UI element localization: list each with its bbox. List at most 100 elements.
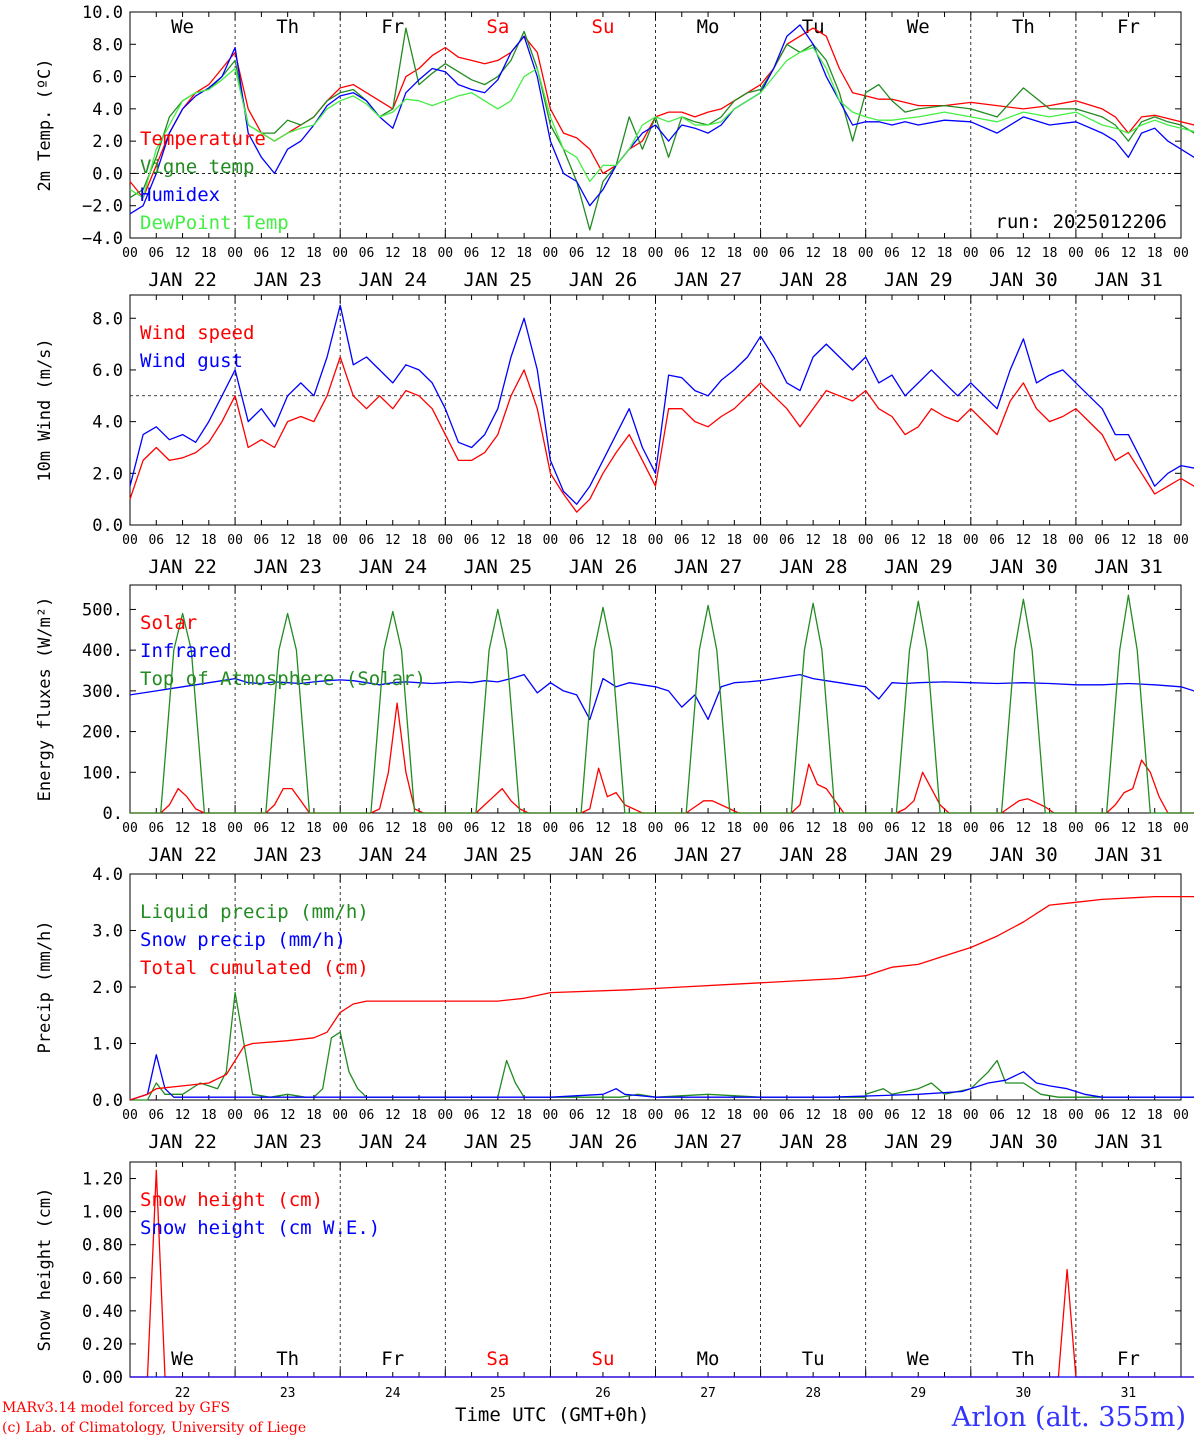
x-hour-label: 18: [621, 821, 637, 836]
x-date-label: JAN 26: [569, 556, 638, 578]
x-hour-label: 06: [779, 1108, 795, 1123]
x-hour-label: 06: [148, 1108, 164, 1123]
panel-wind: 0.0 2.0 4.0 6.0 8.0 10m Wind (m/s) 00 06 12 18 00 0…: [35, 294, 1194, 578]
x-hour-label: 12: [175, 246, 191, 261]
y-tick-label: 0.00: [82, 1368, 123, 1388]
series-line-wind-speed: [129, 356, 1194, 513]
y-tick-label: 6.0: [92, 68, 123, 88]
legend-entry: Wind gust: [140, 350, 243, 372]
y-tick-label: 300.: [82, 682, 123, 702]
x-date-label: JAN 22: [148, 844, 217, 866]
x-hour-label: 00: [332, 1108, 348, 1123]
run-annotation: run: 2025012206: [995, 211, 1167, 233]
x-hour-label: 00: [122, 821, 138, 836]
x-day-number: 26: [595, 1386, 611, 1401]
x-hour-label: 00: [753, 821, 769, 836]
x-hour-label: 12: [595, 246, 611, 261]
x-date-label: JAN 31: [1094, 844, 1163, 866]
legend-entry: Snow precip (mm/h): [140, 929, 346, 951]
y-tick-label: 2.0: [92, 132, 123, 152]
y-tick-label: 0.40: [82, 1302, 123, 1322]
x-hour-label: 12: [805, 1108, 821, 1123]
x-day-number: 22: [175, 1386, 191, 1401]
x-hour-label: 12: [490, 533, 506, 548]
weekday-label: Th: [1012, 16, 1035, 38]
x-hour-label: 12: [490, 246, 506, 261]
x-hour-label: 12: [1016, 533, 1032, 548]
x-hour-label: 18: [1042, 1108, 1058, 1123]
legend-entry: Solar: [140, 612, 197, 634]
x-hour-label: 18: [516, 246, 532, 261]
x-hour-label: 18: [726, 246, 742, 261]
y-tick-label: 1.00: [82, 1203, 123, 1223]
x-date-label: JAN 27: [674, 269, 743, 291]
x-hour-label: 00: [1068, 533, 1084, 548]
x-hour-label: 18: [726, 1108, 742, 1123]
x-hour-label: 06: [989, 821, 1005, 836]
x-hour-label: 12: [595, 1108, 611, 1123]
x-hour-label: 18: [832, 246, 848, 261]
weekday-label: Su: [592, 1348, 615, 1370]
weekday-label: Mo: [697, 16, 720, 38]
x-hour-label: 06: [884, 821, 900, 836]
x-hour-label: 18: [201, 1108, 217, 1123]
x-date-label: JAN 30: [989, 844, 1058, 866]
y-tick-label: 0.60: [82, 1269, 123, 1289]
y-tick-label: −4.0: [82, 229, 123, 249]
x-hour-label: 00: [332, 533, 348, 548]
x-hour-label: 06: [464, 246, 480, 261]
x-hour-label: 06: [674, 533, 690, 548]
x-hour-label: 00: [753, 246, 769, 261]
x-hour-label: 00: [122, 246, 138, 261]
x-hour-label: 06: [674, 1108, 690, 1123]
x-hour-label: 18: [726, 821, 742, 836]
x-date-label: JAN 31: [1094, 269, 1163, 291]
x-date-label: JAN 28: [779, 269, 848, 291]
x-date-label: JAN 31: [1094, 1131, 1163, 1153]
x-date-label: JAN 27: [674, 556, 743, 578]
x-hour-label: 00: [437, 1108, 453, 1123]
x-hour-label: 12: [1016, 1108, 1032, 1123]
x-hour-label: 00: [753, 1108, 769, 1123]
weekday-label: Su: [592, 16, 615, 38]
y-tick-label: 0.20: [82, 1335, 123, 1355]
x-hour-label: 00: [963, 533, 979, 548]
x-hour-label: 12: [805, 246, 821, 261]
x-hour-label: 00: [227, 821, 243, 836]
x-hour-label: 12: [280, 246, 296, 261]
y-axis-label: Precip (mm/h): [35, 920, 55, 1053]
x-hour-label: 18: [411, 533, 427, 548]
y-tick-label: 4.0: [92, 100, 123, 120]
x-hour-label: 00: [858, 246, 874, 261]
x-hour-label: 12: [280, 821, 296, 836]
weekday-label: We: [907, 16, 930, 38]
x-hour-label: 06: [1094, 821, 1110, 836]
x-hour-label: 12: [805, 533, 821, 548]
x-hour-label: 12: [1121, 533, 1137, 548]
series-line-liquid-precip-mm-h-: [130, 991, 1194, 1101]
y-tick-label: 2.0: [92, 978, 123, 998]
x-date-label: JAN 23: [253, 269, 322, 291]
y-tick-label: 100.: [82, 763, 123, 783]
x-date-label: JAN 25: [464, 1131, 533, 1153]
x-hour-label: 12: [1121, 821, 1137, 836]
x-hour-label: 00: [648, 533, 664, 548]
series-line-wind-gust: [129, 304, 1194, 505]
weekday-label: Th: [276, 16, 299, 38]
x-date-label: JAN 29: [884, 844, 953, 866]
x-hour-label: 12: [700, 533, 716, 548]
x-date-label: JAN 22: [148, 1131, 217, 1153]
x-hour-label: 06: [254, 246, 270, 261]
x-hour-label: 18: [832, 1108, 848, 1123]
x-hour-label: 18: [1147, 1108, 1163, 1123]
x-hour-label: 00: [648, 821, 664, 836]
x-hour-label: 00: [858, 1108, 874, 1123]
y-axis-label: Energy fluxes (W/m²): [35, 597, 55, 802]
y-tick-label: 0.: [103, 804, 123, 824]
y-axis-label: Snow height (cm): [35, 1188, 55, 1352]
series-line-temperature: [129, 27, 1194, 199]
x-hour-label: 18: [1147, 246, 1163, 261]
x-hour-label: 06: [359, 821, 375, 836]
x-hour-label: 12: [1121, 1108, 1137, 1123]
x-hour-label: 06: [359, 1108, 375, 1123]
